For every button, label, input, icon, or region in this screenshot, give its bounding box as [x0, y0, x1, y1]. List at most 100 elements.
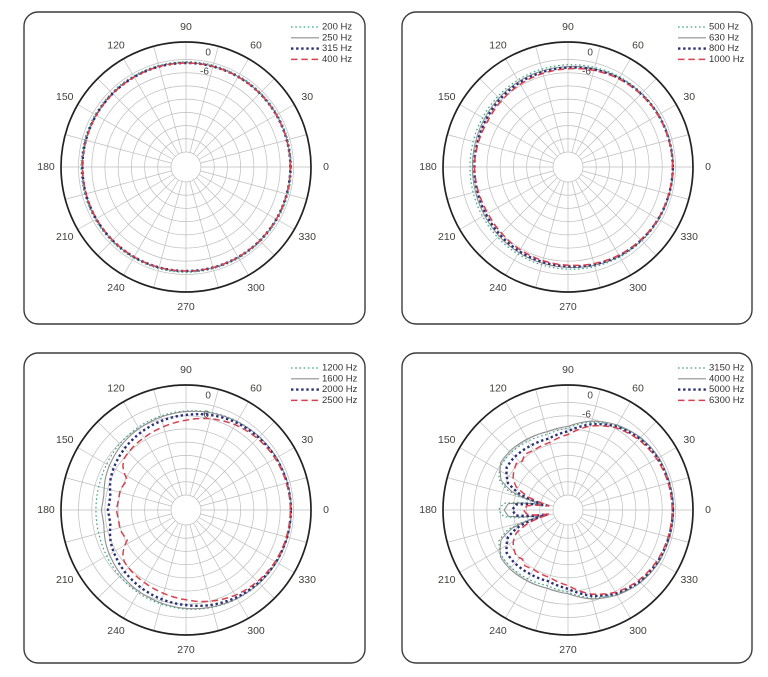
legend-label: 500 Hz: [709, 22, 739, 33]
grid-spoke: [189, 524, 219, 631]
angle-tick-label: 330: [298, 231, 316, 243]
angle-tick-label: 240: [489, 625, 507, 637]
angle-tick-label: 30: [301, 91, 313, 103]
grid-spoke: [200, 477, 307, 507]
grid-spoke: [97, 78, 176, 157]
angle-tick-label: 270: [177, 301, 195, 313]
grid-spoke: [189, 389, 219, 496]
grid-spoke: [582, 513, 689, 543]
grid-spoke: [198, 517, 295, 573]
angle-tick-label: 150: [56, 434, 74, 446]
angle-tick-label: 270: [177, 644, 195, 656]
series-2500-hz: [115, 417, 292, 603]
angle-tick-label: 120: [489, 383, 507, 395]
angle-tick-label: 120: [107, 40, 125, 52]
legend-label: 5000 Hz: [709, 384, 745, 395]
series-500-hz: [469, 64, 675, 270]
angle-tick-label: 330: [298, 574, 316, 586]
radial-db-label: 0: [205, 391, 211, 402]
outer-boundary-circle: [60, 384, 312, 636]
grid-spoke: [505, 401, 561, 498]
grid-ring: [144, 468, 228, 552]
grid-spoke: [575, 522, 631, 619]
angle-tick-label: 180: [419, 161, 437, 173]
angle-tick-label: 90: [180, 21, 192, 33]
angle-tick-label: 240: [107, 282, 125, 294]
grid-spoke: [200, 170, 307, 200]
grid-spoke: [193, 401, 249, 498]
grid-spoke: [575, 401, 631, 498]
legend-label: 400 Hz: [322, 54, 352, 65]
grid-ring: [513, 455, 623, 565]
angle-tick-label: 150: [438, 91, 456, 103]
grid-ring: [473, 415, 663, 605]
grid-ring: [131, 455, 241, 565]
grid-spoke: [505, 58, 561, 155]
grid-spoke: [535, 524, 565, 631]
grid-ring: [526, 468, 610, 552]
angle-tick-label: 330: [680, 574, 698, 586]
legend-label: 3150 Hz: [709, 363, 745, 374]
angle-tick-label: 30: [301, 434, 313, 446]
grid-ring: [144, 125, 228, 209]
series-400-hz: [81, 62, 292, 272]
angle-tick-label: 240: [107, 625, 125, 637]
grid-spoke: [571, 389, 601, 496]
grid-spoke: [196, 78, 275, 157]
legend-label: 200 Hz: [322, 22, 352, 33]
grid-spoke: [193, 522, 249, 619]
panel-border: [401, 352, 753, 664]
grid-ring: [157, 138, 215, 196]
grid-spoke: [153, 181, 183, 288]
radial-db-label: -6: [200, 410, 209, 421]
outer-boundary-circle: [442, 41, 694, 293]
angle-tick-label: 150: [56, 91, 74, 103]
grid-spoke: [193, 58, 249, 155]
grid-ring: [486, 85, 650, 249]
grid-spoke: [123, 401, 179, 498]
grid-spoke: [571, 181, 601, 288]
grid-spoke: [198, 174, 295, 230]
angle-tick-label: 60: [632, 383, 644, 395]
grid-spoke: [200, 513, 307, 543]
grid-spoke: [505, 179, 561, 276]
grid-spoke: [65, 513, 172, 543]
grid-spoke: [582, 477, 689, 507]
angle-tick-label: 120: [489, 40, 507, 52]
grid-spoke: [575, 58, 631, 155]
grid-spoke: [196, 421, 275, 500]
radial-db-label: -6: [582, 410, 591, 421]
grid-spoke: [77, 104, 174, 160]
angle-tick-label: 120: [107, 383, 125, 395]
grid-spoke: [77, 174, 174, 230]
grid-ring: [78, 402, 294, 618]
grid-ring: [499, 441, 637, 579]
angle-tick-label: 60: [250, 40, 262, 52]
angle-tick-label: 60: [250, 383, 262, 395]
angle-tick-label: 300: [629, 625, 647, 637]
angle-tick-label: 210: [56, 574, 74, 586]
grid-ring: [117, 98, 255, 236]
grid-spoke: [123, 58, 179, 155]
angle-tick-label: 300: [629, 282, 647, 294]
series-6300-hz: [512, 424, 673, 596]
grid-spoke: [571, 524, 601, 631]
grid-spoke: [123, 522, 179, 619]
grid-ring: [460, 59, 676, 275]
angle-tick-label: 180: [37, 504, 55, 516]
polar-chart-bottom-left: 0 30 60 90 120 150 180 210 240 270 300 330 0 -6 1200 H…: [23, 352, 366, 664]
grid-spoke: [535, 46, 565, 153]
angle-tick-label: 90: [562, 364, 574, 376]
angle-tick-label: 150: [438, 434, 456, 446]
grid-ring: [104, 85, 268, 249]
grid-spoke: [196, 177, 275, 256]
grid-spoke: [189, 181, 219, 288]
grid-spoke: [479, 78, 558, 157]
grid-hub-circle: [552, 494, 584, 526]
radial-db-label: -6: [582, 67, 591, 78]
